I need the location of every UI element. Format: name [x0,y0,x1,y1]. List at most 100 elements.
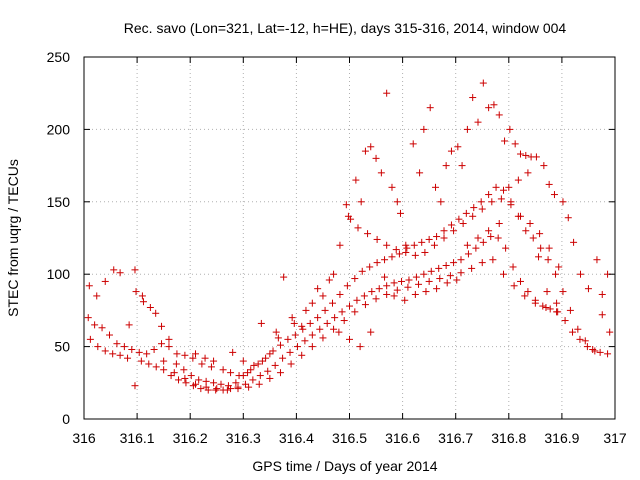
data-point [325,276,333,284]
data-point [606,328,614,336]
data-point [433,285,441,293]
data-point [529,234,537,242]
data-point [137,357,145,365]
data-point [453,276,461,284]
data-point [336,241,344,249]
data-point [514,176,522,184]
data-point [105,331,113,339]
data-point [357,198,365,206]
data-point [540,162,548,170]
data-point [458,162,466,170]
data-point [358,267,366,275]
data-point [485,191,493,199]
data-point [412,273,420,281]
data-point [293,343,301,351]
data-point [457,269,465,277]
data-point [308,343,316,351]
data-point [570,238,578,246]
axis-ticks [83,56,616,420]
data-point [583,343,591,351]
data-point [488,198,496,206]
data-point [207,363,215,371]
data-point [110,266,118,274]
data-point [454,143,462,151]
data-point [351,275,359,283]
data-point [524,169,532,177]
data-point [495,111,503,119]
data-point [367,328,375,336]
data-point [447,147,455,155]
data-point [388,183,396,191]
data-point [450,227,458,235]
data-point [342,201,350,209]
data-point [351,308,359,316]
data-point [262,354,270,362]
data-point [415,280,423,288]
data-point [522,227,530,235]
data-point [398,277,406,285]
data-point [360,292,368,300]
data-point [418,238,426,246]
data-point [474,118,482,126]
data-point [526,220,534,228]
data-point [181,351,189,359]
data-point [316,325,324,333]
data-point [93,292,101,300]
data-point [492,183,500,191]
data-point [364,230,372,238]
data-point [210,357,218,365]
data-point [383,89,391,97]
data-point [367,143,375,151]
x-tick-labels: 316 316.1 316.2 316.3 316.4 316.5 316.6 316.7 31… [72,430,627,446]
data-point [250,361,258,369]
data-point [401,296,409,304]
data-point [86,335,94,343]
data-point [440,227,448,235]
data-point [234,385,242,393]
data-point [416,169,424,177]
data-point [546,305,554,313]
data-point [552,270,560,278]
data-point [284,335,292,343]
data-point [531,299,539,307]
data-point [308,299,316,307]
x-tick-label: 316.7 [438,430,473,446]
x-tick-label: 316.3 [226,430,261,446]
x-tick-label: 316.5 [332,430,367,446]
data-point [390,292,398,300]
data-point [463,241,471,249]
data-point [437,198,445,206]
data-point [495,220,503,228]
data-point [323,319,331,327]
data-point [393,286,401,294]
data-point [478,205,486,213]
data-point [125,321,133,329]
data-point [197,385,205,393]
data-point [440,234,448,242]
data-point [254,360,262,368]
data-point [116,351,124,359]
data-point [422,288,430,296]
data-point [410,241,418,249]
data-point [372,154,380,162]
data-point [175,376,183,384]
data-point [272,328,280,336]
data-point [319,292,327,300]
data-point [581,337,589,345]
data-point [396,209,404,217]
x-tick-label: 317 [603,430,627,446]
data-point [478,259,486,267]
data-point [555,263,563,271]
data-point [361,301,369,309]
data-point [308,331,316,339]
data-point [91,321,99,329]
chart-title: Rec. savo (Lon=321, Lat=-12, h=HE), days… [124,20,567,36]
data-point [405,276,413,284]
data-point [101,347,109,355]
data-point [509,263,517,271]
data-point [158,340,166,348]
data-point [447,221,455,229]
data-point [217,380,225,388]
data-point [479,238,487,246]
